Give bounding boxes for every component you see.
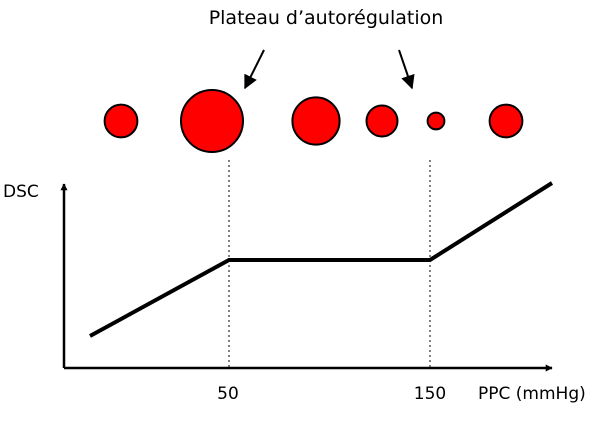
y-axis-label: DSC — [3, 182, 39, 202]
x-axis-label: PPC (mmHg) — [478, 384, 586, 404]
pointer-arrow-right — [398, 49, 415, 90]
x-tick-150: 150 — [413, 384, 447, 404]
flow-curve — [89, 181, 554, 338]
vessel-row — [103, 89, 524, 153]
vessel-1 — [103, 103, 139, 139]
pointer-arrow-left — [244, 49, 265, 90]
vessel-5 — [426, 111, 446, 131]
plateau-title: Plateau d’autorégulation — [208, 7, 444, 29]
x-tick-50: 50 — [217, 384, 239, 404]
vessel-3 — [291, 96, 341, 146]
vessel-4 — [365, 104, 399, 138]
vessel-6 — [488, 103, 524, 139]
vessel-2 — [180, 89, 244, 153]
